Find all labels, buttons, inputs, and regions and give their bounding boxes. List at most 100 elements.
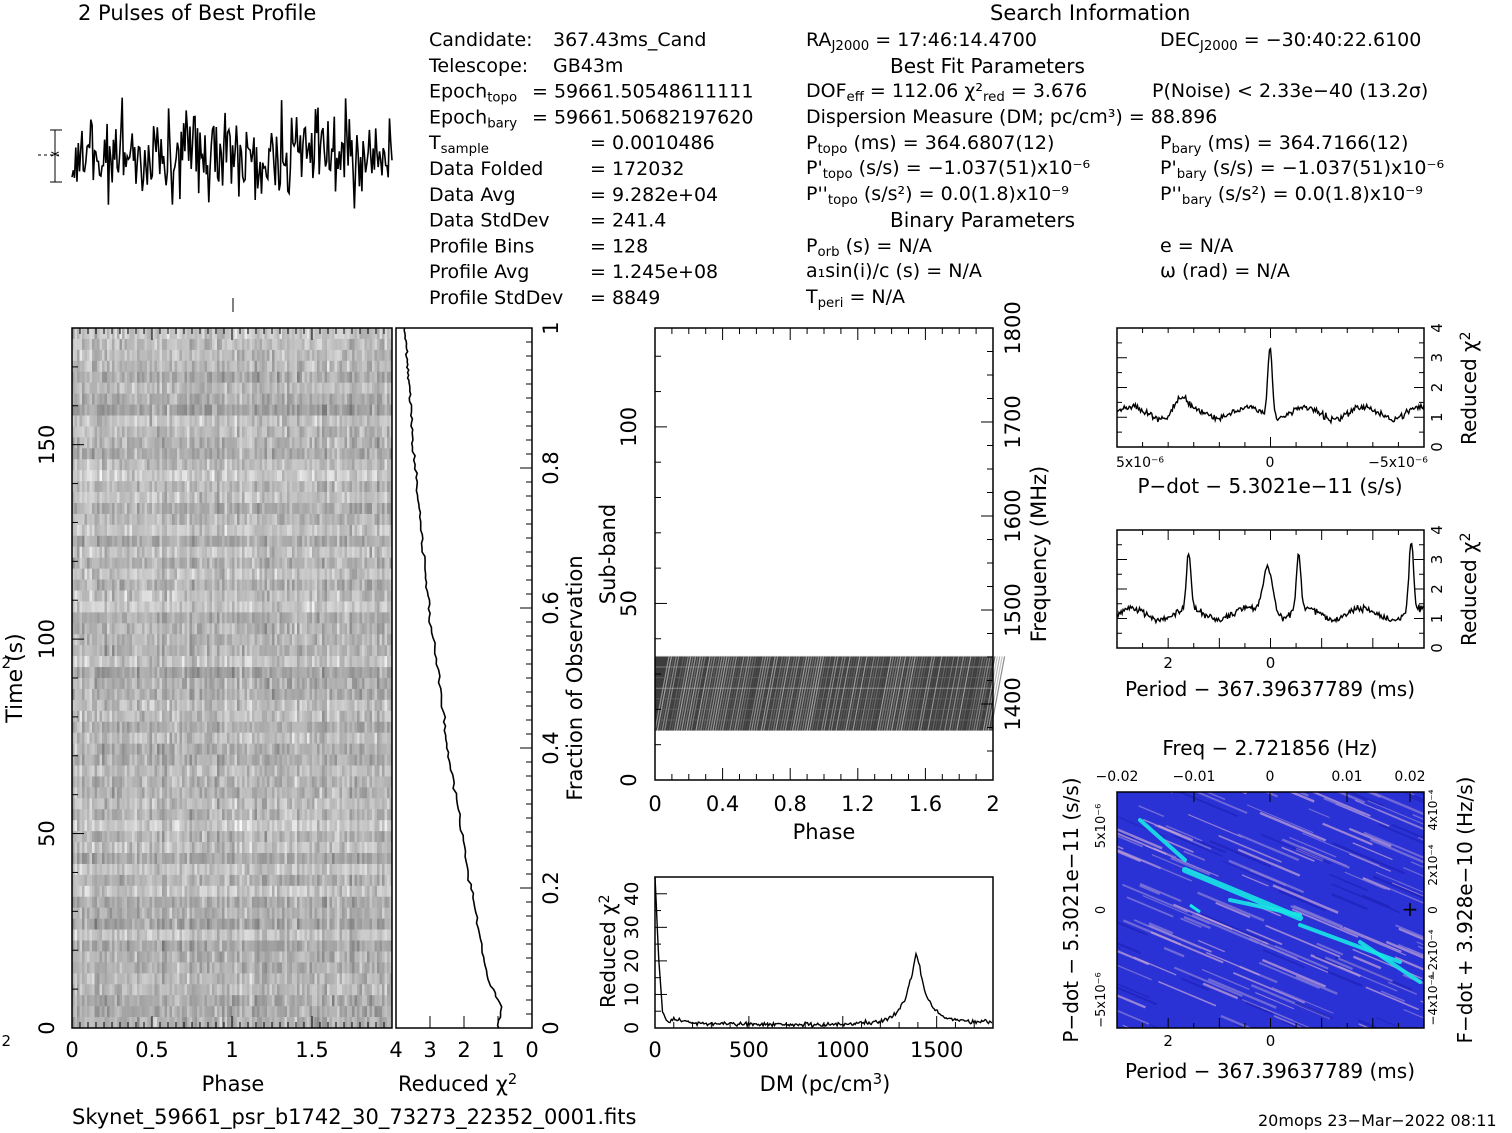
tp-cell xyxy=(299,612,303,624)
tp-cell xyxy=(349,721,353,733)
tp-cell xyxy=(129,437,133,449)
tp-cell xyxy=(274,426,278,438)
tp-cell xyxy=(339,732,343,744)
tp-cell xyxy=(267,524,270,537)
tp-cell xyxy=(242,470,245,482)
tp-cell xyxy=(234,349,238,362)
tp-cell xyxy=(282,349,285,362)
tp-cell xyxy=(129,535,133,548)
tp-cell xyxy=(274,699,278,712)
tp-cell xyxy=(149,459,153,471)
tp-cell xyxy=(282,612,285,624)
tp-cell xyxy=(279,404,283,416)
tp-cell xyxy=(332,634,335,646)
tp-cell xyxy=(149,579,153,591)
tp-cell xyxy=(364,470,368,482)
tp-cell xyxy=(157,503,160,515)
tp-cell xyxy=(164,360,168,373)
tp-cell xyxy=(74,459,78,471)
tp-cell xyxy=(254,699,258,712)
tp-cell xyxy=(297,393,300,405)
tp-cell xyxy=(292,743,295,755)
tp-cell xyxy=(97,426,100,438)
tp-cell xyxy=(262,415,265,427)
tp-cell xyxy=(299,710,303,723)
tp-cell xyxy=(379,503,383,515)
tp-cell xyxy=(102,513,105,526)
tp-cell xyxy=(297,513,300,526)
tp-cell xyxy=(249,645,253,657)
tp-cell xyxy=(222,459,225,471)
tp-cell xyxy=(302,481,305,493)
tp-cell xyxy=(379,404,383,416)
tp-cell xyxy=(194,678,198,690)
tp-cell xyxy=(109,459,113,471)
tp-cell xyxy=(297,601,300,613)
tp-cell xyxy=(107,426,110,438)
tp-cell xyxy=(362,437,365,449)
tp-cell xyxy=(134,667,138,679)
tp-cell xyxy=(224,732,228,744)
tp-cell xyxy=(384,634,388,646)
tp-cell xyxy=(112,448,115,460)
tp-cell xyxy=(244,579,248,591)
tp-cell xyxy=(272,710,275,723)
tp-cell xyxy=(87,382,90,394)
tp-cell xyxy=(242,481,245,493)
tp-cell xyxy=(162,338,165,351)
tp-cell xyxy=(187,601,190,613)
tp-cell xyxy=(254,732,258,744)
tp-cell xyxy=(164,678,168,690)
tp-cell xyxy=(89,415,93,427)
tp-cell xyxy=(214,524,218,537)
tp-cell xyxy=(264,426,268,438)
tp-cell xyxy=(79,459,83,471)
tp-cell xyxy=(217,415,220,427)
tp-cell xyxy=(237,371,240,383)
tp-cell xyxy=(124,590,128,602)
tp-cell xyxy=(357,481,360,493)
tp-cell xyxy=(229,426,233,438)
tp-cell xyxy=(162,524,165,537)
tp-cell xyxy=(294,721,298,733)
tp-cell xyxy=(169,415,173,427)
tp-cell xyxy=(227,535,230,548)
tp-cell xyxy=(77,568,80,580)
tp-cell xyxy=(337,382,340,394)
tp-cell xyxy=(129,426,133,438)
tp-cell xyxy=(159,623,163,635)
tp-cell xyxy=(287,688,290,701)
tp-cell xyxy=(139,415,143,427)
tp-cell xyxy=(249,437,253,449)
tp-cell xyxy=(144,492,148,504)
tp-cell xyxy=(282,623,285,635)
tp-cell xyxy=(162,721,165,733)
tp-cell xyxy=(87,513,90,526)
tp-cell xyxy=(262,535,265,548)
tp-cell xyxy=(99,349,103,362)
tp-cell xyxy=(207,743,210,755)
tp-cell xyxy=(367,535,370,548)
tp-cell xyxy=(317,721,320,733)
tp-cell xyxy=(207,710,210,723)
tp-cell xyxy=(324,568,328,580)
tp-cell xyxy=(82,328,85,340)
tp-cell xyxy=(224,524,228,537)
tp-cell xyxy=(119,732,123,744)
tp-cell xyxy=(377,338,380,351)
tp-cell xyxy=(92,503,95,515)
tp-cell xyxy=(159,601,163,613)
tp-cell xyxy=(202,371,205,383)
tp-cell xyxy=(84,634,88,646)
tp-cell xyxy=(142,721,145,733)
tp-cell xyxy=(317,524,320,537)
tp-cell xyxy=(142,612,145,624)
tp-cell xyxy=(99,590,103,602)
tp-cell xyxy=(222,426,225,438)
tp-cell xyxy=(384,437,388,449)
tp-cell xyxy=(227,601,230,613)
tp-cell xyxy=(159,448,163,460)
tp-cell xyxy=(214,721,218,733)
tp-cell xyxy=(277,338,280,351)
